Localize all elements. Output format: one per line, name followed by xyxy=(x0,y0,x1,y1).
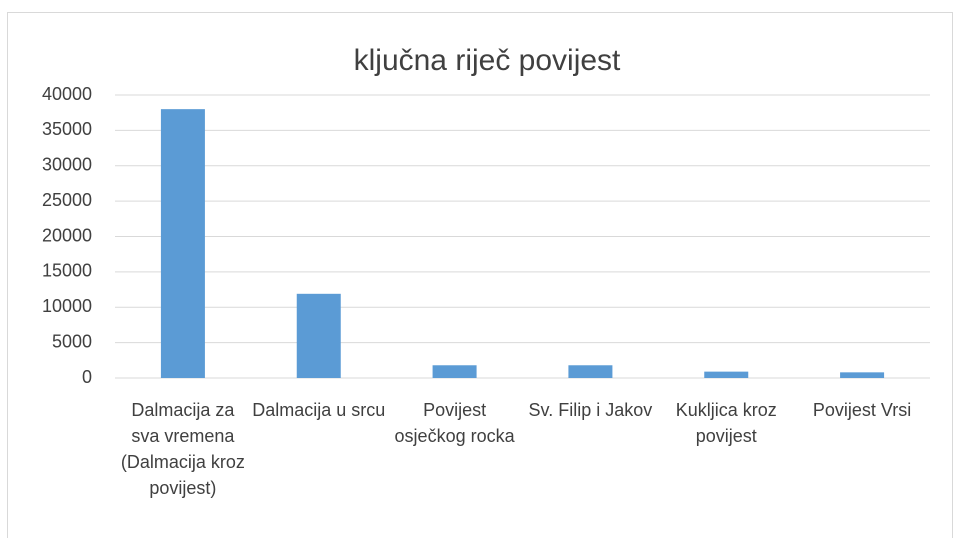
y-tick-label: 25000 xyxy=(42,190,92,210)
bar xyxy=(568,365,613,378)
y-tick-label: 0 xyxy=(82,367,92,387)
y-tick-label: 20000 xyxy=(42,225,92,245)
bar xyxy=(160,109,205,379)
y-tick-label: 5000 xyxy=(52,331,92,351)
bar xyxy=(432,365,477,378)
y-tick-label: 40000 xyxy=(42,84,92,104)
y-tick-label: 10000 xyxy=(42,296,92,316)
y-tick-label: 30000 xyxy=(42,155,92,175)
x-tick-label: Povijest Vrsi xyxy=(812,400,912,420)
bar xyxy=(704,371,749,378)
x-tick-label: Povijest osječkog rocka xyxy=(394,400,515,446)
y-tick-label: 15000 xyxy=(42,261,92,281)
x-tick-label: Dalmacija u srcu xyxy=(252,400,386,420)
bar xyxy=(296,293,341,378)
y-tick-label: 35000 xyxy=(42,119,92,139)
bar xyxy=(840,372,885,378)
x-tick-label: Sv. Filip i Jakov xyxy=(528,400,653,420)
x-tick-label: Kukljica kroz povijest xyxy=(675,400,777,446)
chart-title: ključna riječ povijest xyxy=(354,44,621,77)
x-tick-label: Dalmacija za sva vremena (Dalmacija kroz… xyxy=(120,400,245,498)
